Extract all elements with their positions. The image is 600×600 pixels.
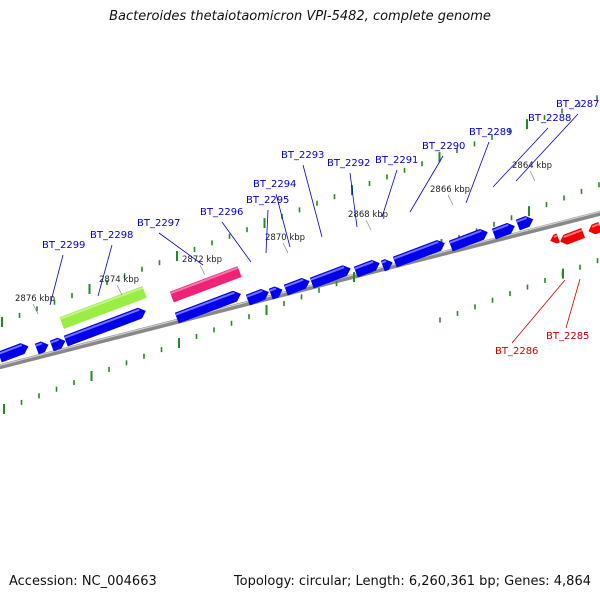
pink-feature-bar[interactable] [169,266,242,303]
gene-leader-line [275,193,291,248]
gene-leader-line [97,244,113,297]
gene-leader-line [265,209,269,254]
genome-title: Bacteroides thetaiotaomicron VPI-5482, c… [109,9,491,24]
forward-gene-arrow-1[interactable] [0,343,29,363]
forward-gene-arrow-11[interactable] [380,259,393,272]
gene-leader-line [465,141,490,204]
forward-gene-arrow-12[interactable] [392,240,445,268]
forward-gene-arrow-7[interactable] [268,286,283,300]
forward-gene-label-bt-2296[interactable]: BT_2296 [200,207,243,218]
reverse-gene-arrow-1[interactable] [550,233,560,244]
gene-leader-line [302,164,323,238]
gene-leader-line [515,113,579,182]
scale-label-leader [365,219,372,231]
forward-gene-arrow-13[interactable] [448,228,488,252]
forward-gene-label-bt-2289[interactable]: BT_2289 [469,127,512,138]
gene-leader-line [565,278,581,329]
gene-leader-line [511,279,566,344]
gene-leader-line [349,172,358,228]
forward-gene-label-bt-2290[interactable]: BT_2290 [422,141,465,152]
scale-label: 2874 kbp [99,275,139,285]
upper-tick-row [1,95,598,327]
forward-gene-arrow-10[interactable] [353,259,380,278]
forward-gene-arrow-6[interactable] [245,288,269,306]
scale-label-leader [529,170,536,182]
scale-label-leader [447,194,454,206]
forward-gene-label-bt-2287[interactable]: BT_2287 [556,99,599,110]
scale-label: 2876 kbp [15,294,55,304]
reverse-tick-row [439,258,599,323]
scale-label: 2870 kbp [265,233,305,243]
forward-gene-arrow-2[interactable] [34,341,49,355]
gene-leader-line [49,254,64,306]
forward-gene-label-bt-2291[interactable]: BT_2291 [375,155,418,166]
forward-gene-arrow-8[interactable] [283,277,310,296]
scale-label: 2872 kbp [182,255,222,265]
gene-leader-line [221,221,252,263]
scale-label-leader [282,242,289,254]
forward-gene-label-bt-2299[interactable]: BT_2299 [42,240,85,251]
green-feature-bar[interactable] [59,286,147,329]
forward-gene-label-bt-2298[interactable]: BT_2298 [90,230,133,241]
forward-gene-label-bt-2293[interactable]: BT_2293 [281,150,324,161]
forward-gene-arrow-15[interactable] [515,216,534,231]
genome-summary-text: Topology: circular; Length: 6,260,361 bp… [233,574,591,589]
reverse-gene-arrow-2[interactable] [560,227,586,245]
forward-gene-arrow-3[interactable] [49,337,66,352]
scale-label-leader [116,284,123,296]
gene-leader-line [158,232,204,266]
forward-gene-label-bt-2288[interactable]: BT_2288 [528,113,571,124]
reverse-gene-label-bt-2286[interactable]: BT_2286 [495,346,538,357]
forward-gene-label-bt-2292[interactable]: BT_2292 [327,158,370,169]
forward-gene-arrow-9[interactable] [309,265,351,289]
forward-gene-arrow-14[interactable] [491,222,515,240]
forward-gene-arrow-4[interactable] [63,307,146,347]
scale-label: 2864 kbp [512,161,552,171]
accession-text: Accession: NC_004663 [9,574,157,589]
forward-gene-arrow-5[interactable] [174,290,241,324]
scale-label-leader [32,303,39,315]
scale-label: 2868 kbp [348,210,388,220]
scale-label: 2866 kbp [430,185,470,195]
scale-label-leader [199,264,206,276]
gene-leader-line [381,169,398,218]
forward-gene-label-bt-2295[interactable]: BT_2295 [246,195,289,206]
gene-leader-line [492,127,549,188]
lower-tick-row [3,182,600,414]
forward-gene-label-bt-2294[interactable]: BT_2294 [253,179,296,190]
reverse-gene-arrow-3[interactable] [588,221,600,235]
reverse-gene-label-bt-2285[interactable]: BT_2285 [546,331,589,342]
forward-gene-label-bt-2297[interactable]: BT_2297 [137,218,180,229]
gene-leader-line [409,155,444,213]
